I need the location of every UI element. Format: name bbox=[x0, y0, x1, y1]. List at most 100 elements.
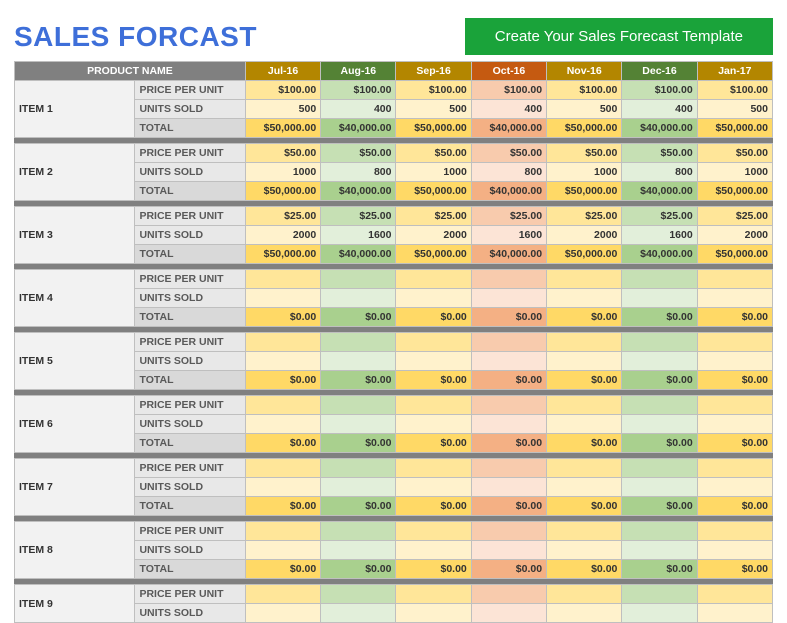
cell-value[interactable] bbox=[396, 459, 471, 478]
cell-value[interactable]: $0.00 bbox=[471, 560, 546, 579]
cell-value[interactable]: $25.00 bbox=[547, 207, 622, 226]
cell-value[interactable]: 1600 bbox=[622, 226, 697, 245]
cell-value[interactable]: $50,000.00 bbox=[245, 182, 320, 201]
cell-value[interactable]: $100.00 bbox=[321, 81, 396, 100]
cell-value[interactable]: $0.00 bbox=[245, 371, 320, 390]
cell-value[interactable]: 2000 bbox=[245, 226, 320, 245]
item-name-cell[interactable]: ITEM 4 bbox=[15, 270, 135, 327]
cell-value[interactable] bbox=[547, 478, 622, 497]
cell-value[interactable] bbox=[245, 522, 320, 541]
cell-value[interactable] bbox=[547, 396, 622, 415]
cell-value[interactable]: 1600 bbox=[321, 226, 396, 245]
cell-value[interactable] bbox=[321, 289, 396, 308]
item-name-cell[interactable]: ITEM 9 bbox=[15, 585, 135, 623]
cell-value[interactable]: 2000 bbox=[396, 226, 471, 245]
cell-value[interactable] bbox=[622, 585, 697, 604]
cell-value[interactable]: 2000 bbox=[547, 226, 622, 245]
cell-value[interactable] bbox=[396, 415, 471, 434]
cell-value[interactable] bbox=[547, 459, 622, 478]
cell-value[interactable] bbox=[547, 415, 622, 434]
cell-value[interactable] bbox=[321, 270, 396, 289]
cell-value[interactable]: 400 bbox=[321, 100, 396, 119]
cell-value[interactable] bbox=[471, 396, 546, 415]
cell-value[interactable] bbox=[622, 459, 697, 478]
cell-value[interactable] bbox=[697, 333, 772, 352]
cell-value[interactable] bbox=[622, 289, 697, 308]
cell-value[interactable]: $50,000.00 bbox=[396, 182, 471, 201]
item-name-cell[interactable]: ITEM 8 bbox=[15, 522, 135, 579]
cell-value[interactable]: $0.00 bbox=[697, 308, 772, 327]
cell-value[interactable] bbox=[396, 604, 471, 623]
cell-value[interactable] bbox=[697, 522, 772, 541]
cell-value[interactable]: $0.00 bbox=[396, 308, 471, 327]
cell-value[interactable] bbox=[396, 270, 471, 289]
cell-value[interactable]: $0.00 bbox=[245, 560, 320, 579]
cell-value[interactable] bbox=[245, 415, 320, 434]
cell-value[interactable]: 800 bbox=[471, 163, 546, 182]
item-name-cell[interactable]: ITEM 2 bbox=[15, 144, 135, 201]
cell-value[interactable]: $40,000.00 bbox=[622, 182, 697, 201]
cell-value[interactable] bbox=[547, 289, 622, 308]
cell-value[interactable]: $100.00 bbox=[622, 81, 697, 100]
cell-value[interactable]: 800 bbox=[622, 163, 697, 182]
cell-value[interactable] bbox=[697, 270, 772, 289]
cell-value[interactable]: $50.00 bbox=[697, 144, 772, 163]
cell-value[interactable] bbox=[396, 478, 471, 497]
cell-value[interactable]: $0.00 bbox=[471, 434, 546, 453]
cell-value[interactable] bbox=[547, 522, 622, 541]
cell-value[interactable]: $50,000.00 bbox=[697, 182, 772, 201]
cell-value[interactable] bbox=[622, 478, 697, 497]
cell-value[interactable]: $0.00 bbox=[622, 497, 697, 516]
cell-value[interactable] bbox=[321, 459, 396, 478]
cell-value[interactable] bbox=[547, 270, 622, 289]
cell-value[interactable] bbox=[245, 396, 320, 415]
cell-value[interactable] bbox=[471, 459, 546, 478]
cell-value[interactable] bbox=[471, 415, 546, 434]
cell-value[interactable]: $0.00 bbox=[622, 434, 697, 453]
cell-value[interactable] bbox=[245, 333, 320, 352]
item-name-cell[interactable]: ITEM 6 bbox=[15, 396, 135, 453]
cell-value[interactable]: $0.00 bbox=[547, 371, 622, 390]
cell-value[interactable] bbox=[321, 352, 396, 371]
cell-value[interactable]: $50,000.00 bbox=[547, 245, 622, 264]
cell-value[interactable]: $0.00 bbox=[697, 434, 772, 453]
cell-value[interactable]: $0.00 bbox=[547, 560, 622, 579]
cell-value[interactable] bbox=[697, 289, 772, 308]
cell-value[interactable]: $0.00 bbox=[697, 560, 772, 579]
cell-value[interactable] bbox=[622, 541, 697, 560]
cell-value[interactable] bbox=[321, 415, 396, 434]
cell-value[interactable]: $0.00 bbox=[396, 434, 471, 453]
cell-value[interactable] bbox=[396, 541, 471, 560]
cell-value[interactable]: $50,000.00 bbox=[245, 119, 320, 138]
cell-value[interactable] bbox=[622, 333, 697, 352]
cell-value[interactable]: 1600 bbox=[471, 226, 546, 245]
cell-value[interactable] bbox=[396, 396, 471, 415]
cell-value[interactable] bbox=[622, 415, 697, 434]
cell-value[interactable]: $50.00 bbox=[245, 144, 320, 163]
cell-value[interactable]: $25.00 bbox=[471, 207, 546, 226]
cell-value[interactable] bbox=[396, 522, 471, 541]
cell-value[interactable]: $40,000.00 bbox=[471, 119, 546, 138]
cell-value[interactable] bbox=[396, 289, 471, 308]
cell-value[interactable] bbox=[697, 604, 772, 623]
cell-value[interactable]: $100.00 bbox=[547, 81, 622, 100]
cell-value[interactable]: $50,000.00 bbox=[396, 245, 471, 264]
cell-value[interactable]: $50.00 bbox=[622, 144, 697, 163]
cell-value[interactable] bbox=[245, 352, 320, 371]
cell-value[interactable] bbox=[245, 604, 320, 623]
cell-value[interactable] bbox=[396, 352, 471, 371]
cell-value[interactable]: $25.00 bbox=[245, 207, 320, 226]
cell-value[interactable] bbox=[245, 270, 320, 289]
cell-value[interactable]: 500 bbox=[245, 100, 320, 119]
cell-value[interactable]: $40,000.00 bbox=[321, 119, 396, 138]
cell-value[interactable]: 500 bbox=[547, 100, 622, 119]
cell-value[interactable]: $50,000.00 bbox=[245, 245, 320, 264]
cell-value[interactable]: $0.00 bbox=[321, 560, 396, 579]
cell-value[interactable] bbox=[321, 478, 396, 497]
cell-value[interactable]: 500 bbox=[697, 100, 772, 119]
cell-value[interactable]: 500 bbox=[396, 100, 471, 119]
cell-value[interactable] bbox=[321, 522, 396, 541]
cell-value[interactable]: 1000 bbox=[396, 163, 471, 182]
cell-value[interactable]: $100.00 bbox=[697, 81, 772, 100]
cell-value[interactable]: $100.00 bbox=[396, 81, 471, 100]
